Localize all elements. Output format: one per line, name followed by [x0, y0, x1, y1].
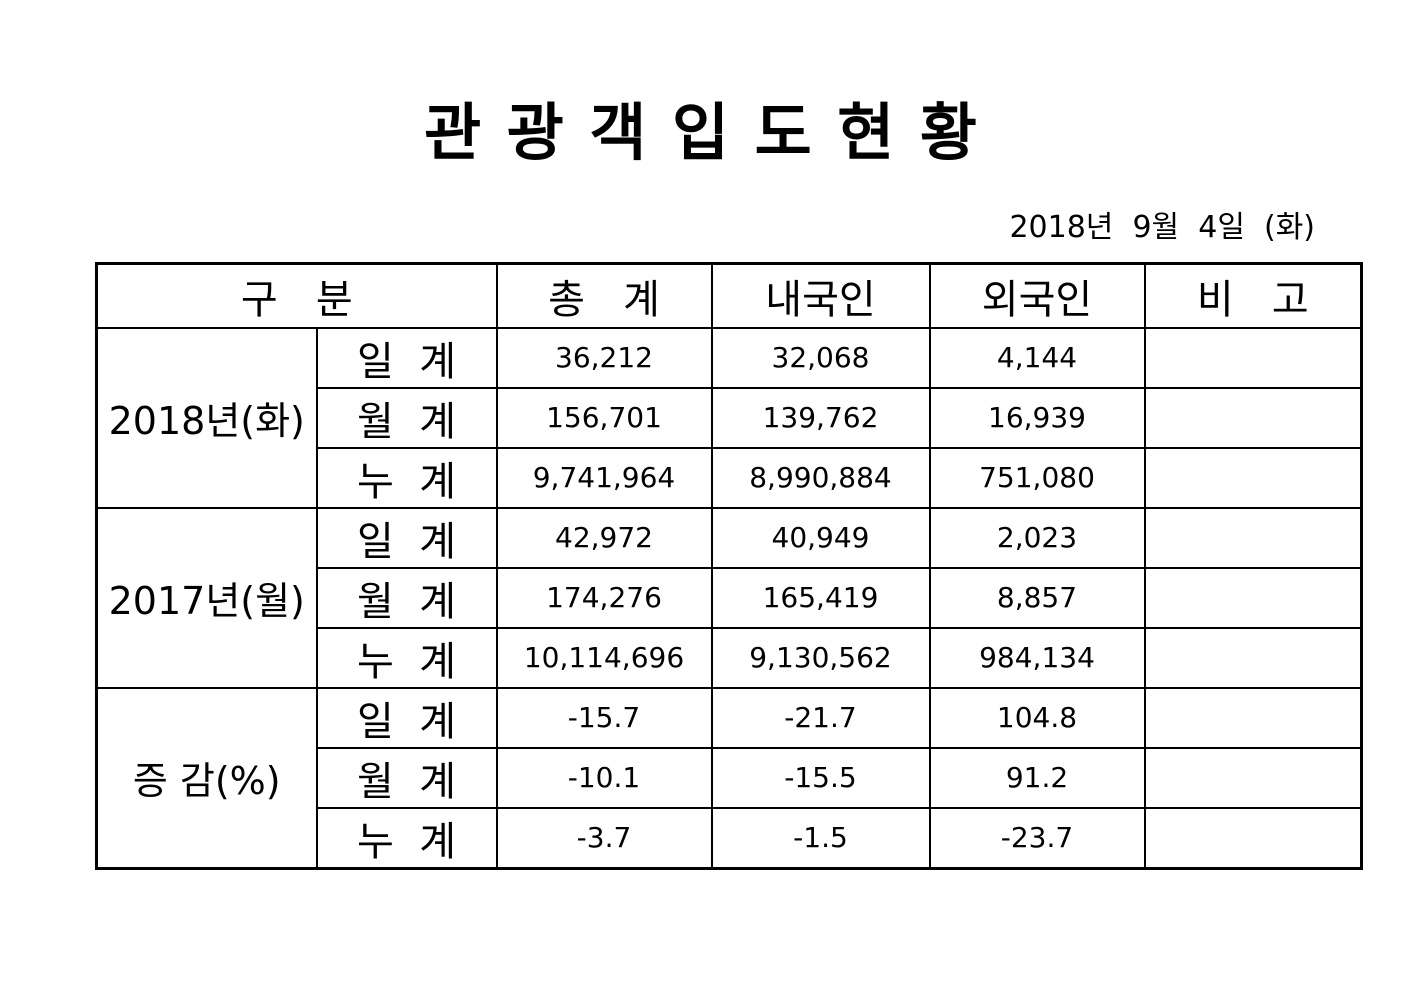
row-label-cumulative: 누 계	[315, 446, 498, 509]
domestic-value: 32,068	[710, 326, 931, 389]
page-title: 관 광 객 입 도 현 황	[424, 96, 979, 169]
group-label-2018: 2018년(화)	[95, 326, 318, 509]
remarks-cell	[1143, 746, 1363, 809]
domestic-value: 139,762	[710, 386, 931, 449]
foreign-value: -23.7	[928, 806, 1146, 869]
total-value: 36,212	[495, 326, 713, 389]
foreign-value: 4,144	[928, 326, 1146, 389]
remarks-cell	[1143, 626, 1363, 689]
row-label-monthly: 월 계	[315, 746, 498, 809]
remarks-cell	[1143, 806, 1363, 869]
foreign-value: 751,080	[928, 446, 1146, 509]
table-row: 월 계 174,276 165,419 8,857	[97, 566, 1363, 629]
header-category: 구 분	[95, 262, 498, 329]
header-domestic: 내국인	[710, 262, 931, 329]
domestic-value: 40,949	[710, 506, 931, 569]
row-label-cumulative: 누 계	[315, 626, 498, 689]
foreign-value: 984,134	[928, 626, 1146, 689]
foreign-value: 2,023	[928, 506, 1146, 569]
remarks-cell	[1143, 566, 1363, 629]
total-value: -10.1	[495, 746, 713, 809]
domestic-value: -1.5	[710, 806, 931, 869]
foreign-value: 91.2	[928, 746, 1146, 809]
total-value: 42,972	[495, 506, 713, 569]
table-header-row: 구 분 총 계 내국인 외국인 비 고	[95, 262, 1363, 329]
table-row: 누 계 -3.7 -1.5 -23.7	[97, 806, 1363, 869]
remarks-cell	[1143, 446, 1363, 509]
table-row: 월 계 156,701 139,762 16,939	[97, 386, 1363, 449]
domestic-value: 9,130,562	[710, 626, 931, 689]
remarks-cell	[1143, 386, 1363, 449]
domestic-value: -15.5	[710, 746, 931, 809]
header-foreign: 외국인	[928, 262, 1146, 329]
tourist-arrivals-table: 구 분 총 계 내국인 외국인 비 고 2018년(화) 일 계 36,212 …	[95, 262, 1363, 870]
group-label-2017: 2017년(월)	[95, 506, 318, 689]
row-label-monthly: 월 계	[315, 386, 498, 449]
row-label-monthly: 월 계	[315, 566, 498, 629]
row-label-daily: 일 계	[315, 326, 498, 389]
table-row: 2018년(화) 일 계 36,212 32,068 4,144	[95, 326, 1363, 509]
foreign-value: 8,857	[928, 566, 1146, 629]
remarks-cell	[1143, 686, 1363, 749]
table-row: 증 감(%) 일 계 -15.7 -21.7 104.8	[95, 686, 1363, 869]
total-value: -15.7	[495, 686, 713, 749]
total-value: 9,741,964	[495, 446, 713, 509]
table-row: 2017년(월) 일 계 42,972 40,949 2,023	[95, 506, 1363, 689]
report-date: 2018년 9월 4일 (화)	[1009, 210, 1315, 245]
domestic-value: -21.7	[710, 686, 931, 749]
row-label-daily: 일 계	[315, 506, 498, 569]
total-value: 10,114,696	[495, 626, 713, 689]
total-value: 156,701	[495, 386, 713, 449]
remarks-cell	[1143, 506, 1363, 569]
domestic-value: 165,419	[710, 566, 931, 629]
header-total: 총 계	[495, 262, 713, 329]
domestic-value: 8,990,884	[710, 446, 931, 509]
group-label-change-pct: 증 감(%)	[95, 686, 318, 869]
foreign-value: 104.8	[928, 686, 1146, 749]
row-label-cumulative: 누 계	[315, 806, 498, 869]
remarks-cell	[1143, 326, 1363, 389]
total-value: 174,276	[495, 566, 713, 629]
header-remarks: 비 고	[1143, 262, 1363, 329]
table-row: 누 계 9,741,964 8,990,884 751,080	[97, 446, 1363, 509]
total-value: -3.7	[495, 806, 713, 869]
row-label-daily: 일 계	[315, 686, 498, 749]
table-row: 누 계 10,114,696 9,130,562 984,134	[97, 626, 1363, 689]
foreign-value: 16,939	[928, 386, 1146, 449]
table-row: 월 계 -10.1 -15.5 91.2	[97, 746, 1363, 809]
